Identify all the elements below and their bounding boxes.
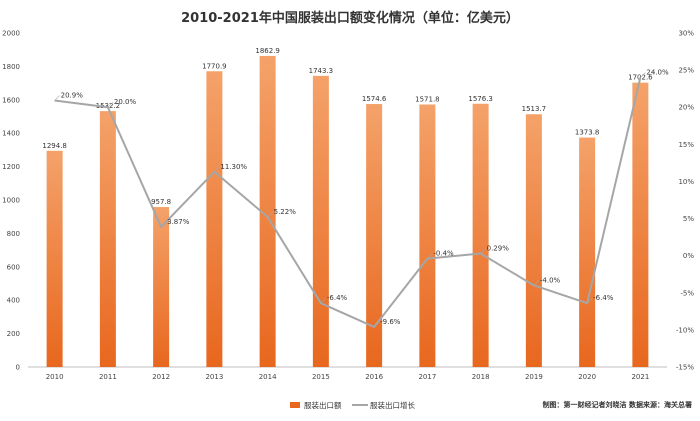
bar bbox=[525, 114, 542, 367]
bar bbox=[419, 104, 436, 367]
line-value-label: 11.30% bbox=[220, 163, 247, 171]
line-series bbox=[54, 77, 642, 328]
x-tick-label: 2010 bbox=[46, 373, 64, 381]
bar bbox=[206, 71, 223, 367]
right-tick-label: 20% bbox=[678, 104, 694, 112]
bar-value-label: 1576.3 bbox=[468, 95, 493, 103]
line-value-label: 0.29% bbox=[487, 245, 510, 253]
bar-value-label: 1513.7 bbox=[522, 105, 547, 113]
bar-value-label: 1532.2 bbox=[96, 102, 121, 110]
x-tick-label: 2020 bbox=[578, 373, 596, 381]
right-axis: -15% -10% -5% 0% 5% 10% 15% 20% 25% 30% bbox=[676, 30, 694, 372]
left-tick-label: 1400 bbox=[2, 130, 20, 138]
left-tick-label: 1200 bbox=[2, 163, 20, 171]
bar-value-label: 1294.8 bbox=[42, 142, 67, 150]
left-tick-label: 800 bbox=[7, 230, 20, 238]
growth-line bbox=[54, 77, 642, 328]
line-label-leader bbox=[533, 280, 540, 286]
bar bbox=[312, 75, 329, 367]
line-value-label: -9.6% bbox=[380, 318, 401, 326]
x-tick-label: 2011 bbox=[99, 373, 117, 381]
left-tick-label: 200 bbox=[7, 330, 20, 338]
left-tick-label: 0 bbox=[16, 364, 20, 372]
bar bbox=[366, 104, 383, 367]
line-label-leader bbox=[586, 297, 593, 304]
line-label-leader bbox=[54, 95, 60, 101]
bar bbox=[632, 82, 649, 367]
right-tick-label: 0% bbox=[683, 252, 694, 260]
left-tick-label: 1000 bbox=[2, 197, 20, 205]
legend-bar-swatch bbox=[290, 402, 300, 408]
right-tick-label: 15% bbox=[678, 141, 694, 149]
x-tick-label: 2015 bbox=[312, 373, 330, 381]
bar bbox=[259, 55, 276, 368]
bar bbox=[153, 207, 170, 367]
legend: 服装出口额 服装出口增长 bbox=[290, 400, 415, 410]
line-value-label: 5.22% bbox=[274, 208, 297, 216]
line-label-leader bbox=[267, 211, 273, 218]
line-value-label: -0.4% bbox=[433, 250, 454, 258]
line-value-label: 20.0% bbox=[114, 98, 137, 106]
x-tick-label: 2018 bbox=[472, 373, 490, 381]
right-tick-label: 5% bbox=[683, 215, 694, 223]
line-value-label: 20.9% bbox=[61, 92, 84, 100]
bar bbox=[579, 137, 596, 367]
right-tick-label: 25% bbox=[678, 67, 694, 75]
right-tick-label: 10% bbox=[678, 178, 694, 186]
bar-data-labels: 1294.8 1532.2 957.8 1770.9 1862.9 1743.3 1574.… bbox=[42, 47, 653, 206]
bar-value-label: 1770.9 bbox=[202, 62, 227, 70]
left-tick-label: 2000 bbox=[2, 30, 20, 38]
left-tick-label: 1600 bbox=[2, 96, 20, 104]
x-tick-label: 2013 bbox=[205, 373, 223, 381]
x-tick-label: 2017 bbox=[418, 373, 436, 381]
legend-line-label: 服装出口增长 bbox=[370, 400, 415, 410]
line-label-leader bbox=[214, 166, 220, 173]
bar-series bbox=[46, 55, 649, 368]
line-value-label: -6.4% bbox=[593, 294, 614, 302]
left-tick-label: 1800 bbox=[2, 63, 20, 71]
bar bbox=[99, 111, 116, 368]
x-tick-label: 2012 bbox=[152, 373, 170, 381]
chart-title: 2010-2021年中国服装出口额变化情况（单位：亿美元） bbox=[181, 10, 519, 26]
line-value-label: 24.0% bbox=[646, 69, 669, 77]
line-data-labels: 20.9% 20.0% 3.87% 11.30% 5.22% -6.4% -9.6% -0.4… bbox=[54, 69, 669, 328]
line-label-leader bbox=[640, 72, 646, 78]
left-tick-label: 600 bbox=[7, 263, 20, 271]
line-value-label: 3.87% bbox=[167, 218, 190, 226]
bar bbox=[472, 103, 489, 367]
right-tick-label: 30% bbox=[678, 30, 694, 38]
right-tick-label: -10% bbox=[676, 326, 694, 334]
bar-value-label: 1574.6 bbox=[362, 95, 387, 103]
line-label-leader bbox=[107, 102, 114, 108]
line-value-label: -4.0% bbox=[540, 276, 561, 284]
x-tick-label: 2014 bbox=[259, 373, 277, 381]
x-axis: 2010 2011 2012 2013 2014 2015 2016 2017 2018 2019… bbox=[46, 373, 650, 381]
bar bbox=[46, 150, 63, 367]
right-tick-label: -5% bbox=[680, 289, 694, 297]
x-tick-label: 2016 bbox=[365, 373, 383, 381]
bar-value-label: 1571.8 bbox=[415, 96, 440, 104]
left-tick-label: 400 bbox=[7, 297, 20, 305]
bar-value-label: 1862.9 bbox=[255, 47, 280, 55]
legend-bar-label: 服装出口额 bbox=[304, 400, 342, 410]
line-label-leader bbox=[320, 297, 327, 304]
line-value-label: -6.4% bbox=[327, 294, 348, 302]
bar-value-label: 1373.8 bbox=[575, 129, 600, 137]
bar-value-label: 957.8 bbox=[151, 198, 171, 206]
line-label-leader bbox=[427, 253, 433, 259]
line-label-leader bbox=[480, 248, 486, 254]
line-label-leader bbox=[373, 321, 380, 328]
left-axis: 0 200 400 600 800 1000 1200 1400 1600 1800 2000 bbox=[2, 30, 20, 372]
bar-value-label: 1743.3 bbox=[309, 67, 334, 75]
x-tick-label: 2019 bbox=[525, 373, 543, 381]
x-tick-label: 2021 bbox=[631, 373, 649, 381]
line-label-leader bbox=[160, 221, 167, 228]
right-tick-label: -15% bbox=[676, 364, 694, 372]
chart-credit: 制图：第一财经记者刘晓洁 数据来源：海关总署 bbox=[543, 400, 692, 409]
